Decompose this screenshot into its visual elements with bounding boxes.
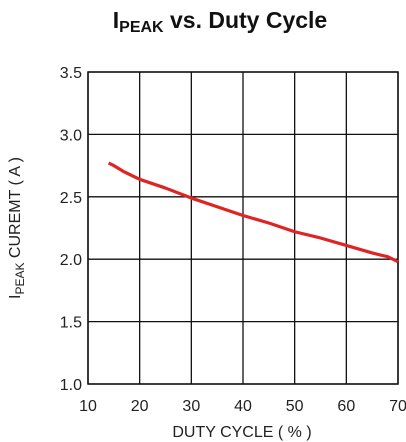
y-label-part: CUREMT ( A ): [7, 157, 24, 263]
data-line: [107, 161, 399, 264]
x-tick-label: 40: [234, 398, 252, 415]
y-tick-label: 3.5: [60, 65, 82, 82]
x-tick-label: 50: [286, 398, 304, 415]
x-tick-label: 30: [182, 398, 200, 415]
x-tick-label: 20: [131, 398, 149, 415]
y-tick-label: 2.5: [60, 190, 82, 207]
plot-frame: [87, 71, 399, 385]
x-tick-label: 60: [337, 398, 355, 415]
title-part: I: [113, 7, 119, 33]
y-tick-label: 2.0: [60, 252, 82, 269]
x-axis-label: DUTY CYCLE ( % ): [172, 424, 311, 441]
title-subscript: PEAK: [119, 19, 164, 36]
y-label-part: I: [7, 295, 24, 299]
y-label-subscript: PEAK: [13, 263, 27, 295]
y-tick-label: 1.5: [60, 315, 82, 332]
x-tick-label: 70: [389, 398, 406, 415]
y-tick-label: 3.0: [60, 127, 82, 144]
y-axis-label: IPEAK CUREMT ( A ): [7, 157, 27, 299]
chart-title: IPEAK vs. Duty Cycle: [113, 7, 327, 36]
title-part: vs. Duty Cycle: [164, 7, 328, 33]
y-tick-label: 1.0: [60, 377, 82, 394]
x-tick-label: 10: [79, 398, 97, 415]
